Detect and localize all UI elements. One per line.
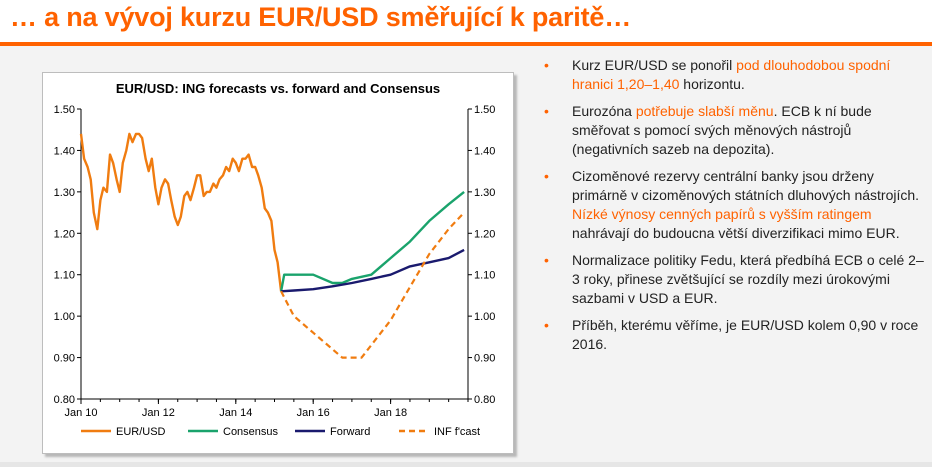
x-tick-label: Jan 10 bbox=[64, 407, 97, 419]
y-tick-label-right: 0.90 bbox=[474, 353, 495, 365]
y-tick-label-right: 1.10 bbox=[474, 270, 495, 282]
bullet-text: horizontu. bbox=[679, 76, 745, 92]
bullet-dot-icon: • bbox=[544, 57, 549, 73]
y-tick-label-left: 0.80 bbox=[54, 394, 75, 406]
bullet-text: . ECB k ní bude směřovat s pomocí svých … bbox=[572, 103, 872, 157]
y-tick-label-left: 1.10 bbox=[54, 270, 75, 282]
chart-svg: 0.80 0.80 0.90 0.90 1.00 1.00 1.10 1.10 1.20 1.20… bbox=[54, 104, 496, 438]
bullet-dot-icon: • bbox=[544, 103, 549, 119]
bullet-list: • Kurz EUR/USD se ponořil pod dlouhodobou… bbox=[540, 56, 925, 362]
bullet-text: Cizoměnové rezervy centrální banky jsou … bbox=[572, 168, 920, 203]
series-line-2 bbox=[281, 248, 465, 293]
y-tick-label-right: 1.20 bbox=[474, 228, 495, 240]
bullet-highlight: potřebuje slabší měnu bbox=[635, 103, 774, 119]
x-tick-label: Jan 18 bbox=[374, 407, 407, 419]
y-tick-label-right: 1.00 bbox=[474, 311, 495, 323]
x-tick-label: Jan 16 bbox=[297, 407, 330, 419]
bullet-highlight: pod dlouhodobou spodní hranici 1,20–1,40 bbox=[572, 57, 891, 92]
legend-label-1: Consensus bbox=[223, 426, 279, 438]
bullet-item: • Cizoměnové rezervy centrální banky jsou… bbox=[540, 167, 925, 243]
y-tick-label-left: 1.50 bbox=[54, 104, 75, 116]
bullet-text: nahrávají do budoucna větší diverzifikac… bbox=[572, 225, 900, 241]
title-rule bbox=[0, 42, 932, 46]
bullet-item: • Eurozóna potřebuje slabší měnu. ECB k n… bbox=[540, 102, 925, 159]
bullet-text: Normalizace politiky Fedu, která předbíh… bbox=[572, 252, 924, 306]
bullet-dot-icon: • bbox=[544, 168, 549, 184]
y-tick-label-left: 0.90 bbox=[54, 353, 75, 365]
bullet-item: • Normalizace politiky Fedu, která předbí… bbox=[540, 251, 925, 308]
chart-panel: EUR/USD: ING forecasts vs. forward and C… bbox=[42, 72, 514, 454]
bottom-rule bbox=[0, 462, 932, 467]
y-tick-label-right: 1.30 bbox=[474, 187, 495, 199]
legend-label-3: INF f'cast bbox=[434, 426, 480, 438]
slide-title: … a na vývoj kurzu EUR/USD směřující k p… bbox=[10, 2, 632, 32]
bullet-dot-icon: • bbox=[544, 252, 549, 268]
bullet-text: Eurozóna bbox=[572, 103, 636, 119]
y-tick-label-left: 1.40 bbox=[54, 145, 75, 157]
bullet-item: • Kurz EUR/USD se ponořil pod dlouhodobou… bbox=[540, 56, 925, 94]
bullet-text: Kurz EUR/USD se ponořil bbox=[572, 57, 737, 73]
x-tick-label: Jan 14 bbox=[219, 407, 252, 419]
series-line-1 bbox=[279, 190, 465, 292]
y-tick-label-left: 1.20 bbox=[54, 228, 75, 240]
y-tick-label-left: 1.00 bbox=[54, 311, 75, 323]
series-line-3 bbox=[280, 211, 465, 359]
bullet-highlight: Nízké výnosy cenných papírů s vyšším rat… bbox=[572, 206, 872, 222]
bullet-item: • Příběh, kterému věříme, je EUR/USD kole… bbox=[540, 316, 925, 354]
x-tick-label: Jan 12 bbox=[142, 407, 175, 419]
chart-title: EUR/USD: ING forecasts vs. forward and C… bbox=[115, 81, 441, 96]
y-tick-label-right: 1.40 bbox=[474, 145, 495, 157]
y-tick-label-left: 1.30 bbox=[54, 187, 75, 199]
legend-label-0: EUR/USD bbox=[116, 426, 166, 438]
y-tick-label-right: 1.50 bbox=[474, 104, 495, 116]
bullet-dot-icon: • bbox=[544, 317, 549, 333]
series-line-0 bbox=[79, 132, 283, 292]
legend-label-2: Forward bbox=[330, 426, 370, 438]
y-tick-label-right: 0.80 bbox=[474, 394, 495, 406]
bullet-text: Příběh, kterému věříme, je EUR/USD kolem… bbox=[572, 317, 919, 352]
